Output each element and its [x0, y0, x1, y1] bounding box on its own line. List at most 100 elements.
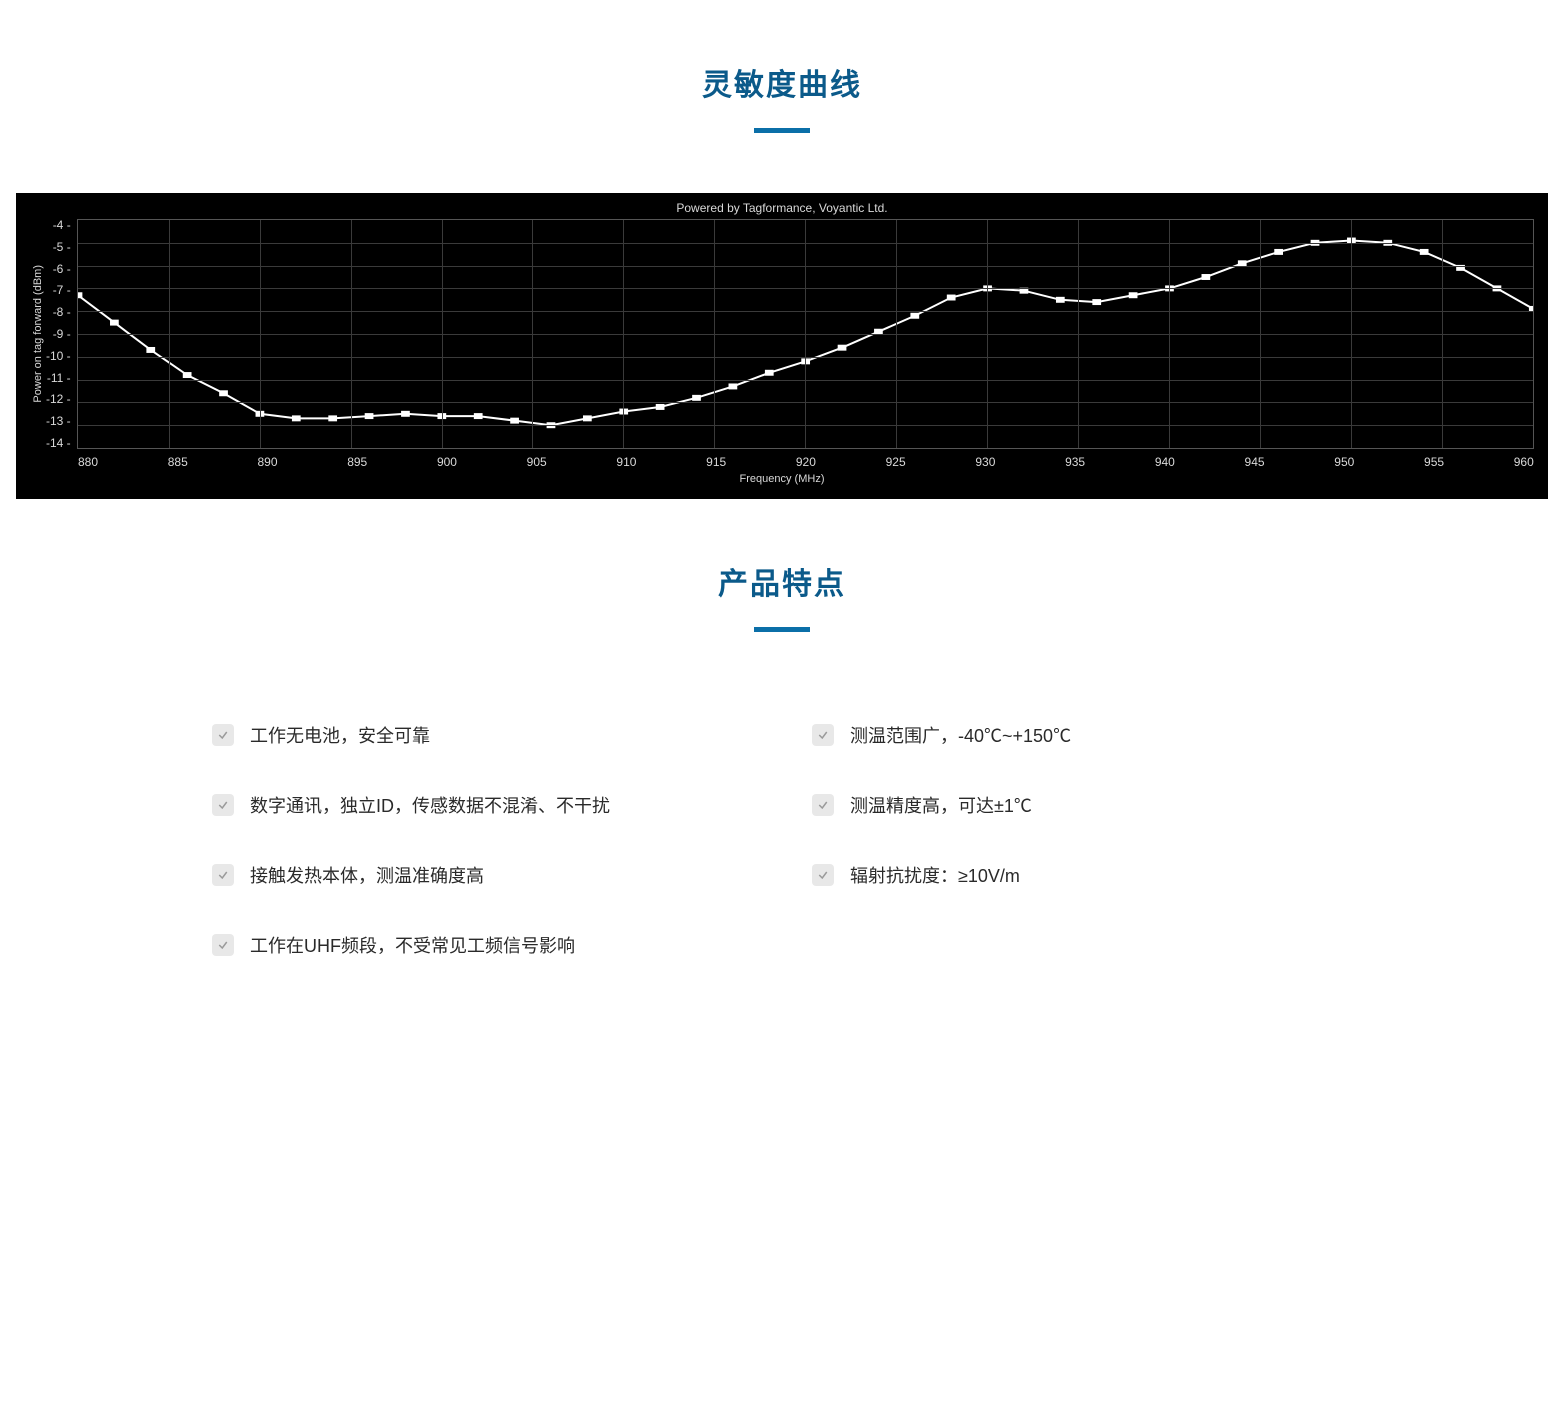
y-tick-label: -6 -: [46, 263, 71, 275]
gridline-horizontal: [78, 380, 1533, 381]
gridline-horizontal: [78, 357, 1533, 358]
y-tick-label: -11 -: [46, 372, 71, 384]
gridline-horizontal: [78, 288, 1533, 289]
data-marker: [837, 345, 846, 351]
check-badge: [212, 794, 234, 816]
y-tick-label: -10 -: [46, 350, 71, 362]
data-marker: [1201, 274, 1210, 280]
x-tick-label: 950: [1334, 455, 1354, 469]
data-marker: [583, 415, 592, 421]
x-tick-label: 920: [796, 455, 816, 469]
check-badge: [212, 934, 234, 956]
data-marker: [474, 413, 483, 419]
check-icon: [817, 729, 829, 741]
check-badge: [812, 794, 834, 816]
x-tick-label: 935: [1065, 455, 1085, 469]
x-tick-label: 930: [975, 455, 995, 469]
feature-item: 辐射抗扰度：≥10V/m: [812, 862, 1352, 888]
data-marker: [292, 415, 301, 421]
chart-panel: Powered by Tagformance, Voyantic Ltd. Po…: [16, 193, 1548, 499]
x-tick-label: 910: [616, 455, 636, 469]
gridline-horizontal: [78, 334, 1533, 335]
data-marker: [219, 390, 228, 396]
data-marker: [1419, 249, 1428, 255]
feature-text: 工作在UHF频段，不受常见工频信号影响: [250, 932, 575, 958]
data-marker: [364, 413, 373, 419]
data-marker: [1128, 292, 1137, 298]
x-tick-label: 880: [78, 455, 98, 469]
feature-text: 测温精度高，可达±1℃: [850, 792, 1032, 818]
feature-text: 接触发热本体，测温准确度高: [250, 862, 484, 888]
y-tick-label: -7 -: [46, 284, 71, 296]
features-grid: 工作无电池，安全可靠数字通讯，独立ID，传感数据不混淆、不干扰接触发热本体，测温…: [212, 722, 1352, 1102]
data-marker: [146, 347, 155, 353]
check-icon: [817, 869, 829, 881]
y-tick-label: -4 -: [46, 219, 71, 231]
check-icon: [217, 729, 229, 741]
x-tick-label: 915: [706, 455, 726, 469]
x-ticks: 8808858908959009059109159209259309359409…: [78, 449, 1534, 469]
x-tick-label: 905: [527, 455, 547, 469]
data-marker: [110, 320, 119, 326]
check-icon: [817, 799, 829, 811]
check-badge: [812, 864, 834, 886]
y-tick-label: -13 -: [46, 415, 71, 427]
data-marker: [728, 383, 737, 389]
x-tick-label: 925: [886, 455, 906, 469]
check-icon: [217, 939, 229, 951]
feature-text: 辐射抗扰度：≥10V/m: [850, 862, 1020, 888]
data-marker: [182, 372, 191, 378]
y-ticks: -4 - -5 - -6 - -7 - -8 - -9 - -10 - -11 - -12 - -…: [46, 219, 77, 449]
chart-caption: Powered by Tagformance, Voyantic Ltd.: [30, 201, 1534, 219]
x-tick-label: 955: [1424, 455, 1444, 469]
data-marker: [510, 418, 519, 424]
feature-item: 工作无电池，安全可靠: [212, 722, 752, 748]
x-tick-label: 940: [1155, 455, 1175, 469]
y-tick-label: -5 -: [46, 241, 71, 253]
feature-text: 测温范围广，-40℃~+150℃: [850, 722, 1071, 748]
gridline-horizontal: [78, 243, 1533, 244]
data-marker: [1274, 249, 1283, 255]
gridline-horizontal: [78, 266, 1533, 267]
plot-row: Power on tag forward (dBm) -4 --5 --6 --…: [30, 219, 1534, 449]
check-badge: [212, 864, 234, 886]
data-marker: [910, 313, 919, 319]
check-badge: [212, 724, 234, 746]
y-tick-label: -12 -: [46, 393, 71, 405]
feature-item: 测温范围广，-40℃~+150℃: [812, 722, 1352, 748]
y-axis-title: Power on tag forward (dBm): [30, 265, 46, 403]
sensitivity-chart-container: Powered by Tagformance, Voyantic Ltd. Po…: [16, 193, 1548, 499]
feature-item: 数字通讯，独立ID，传感数据不混淆、不干扰: [212, 792, 752, 818]
check-icon: [217, 799, 229, 811]
title-underline: [754, 627, 810, 632]
check-icon: [217, 869, 229, 881]
feature-item: 工作在UHF频段，不受常见工频信号影响: [212, 932, 752, 958]
features-col-left: 工作无电池，安全可靠数字通讯，独立ID，传感数据不混淆、不干扰接触发热本体，测温…: [212, 722, 752, 1002]
section-title-curve: 灵敏度曲线: [0, 0, 1564, 133]
data-marker: [765, 370, 774, 376]
y-tick-label: -8 -: [46, 306, 71, 318]
x-tick-label: 945: [1245, 455, 1265, 469]
features-col-right: 测温范围广，-40℃~+150℃ 测温精度高，可达±1℃ 辐射抗扰度：≥10V/m: [812, 722, 1352, 1002]
feature-text: 数字通讯，独立ID，传感数据不混淆、不干扰: [250, 792, 610, 818]
section-title-features: 产品特点: [0, 499, 1564, 632]
gridline-horizontal: [78, 402, 1533, 403]
data-marker: [78, 292, 82, 298]
x-tick-label: 895: [347, 455, 367, 469]
x-axis-title: Frequency (MHz): [30, 469, 1534, 485]
x-tick-label: 960: [1514, 455, 1534, 469]
x-tick-label: 900: [437, 455, 457, 469]
feature-text: 工作无电池，安全可靠: [250, 722, 430, 748]
x-ticks-row: 8808858908959009059109159209259309359409…: [78, 449, 1534, 469]
y-tick-label: -9 -: [46, 328, 71, 340]
feature-item: 接触发热本体，测温准确度高: [212, 862, 752, 888]
check-badge: [812, 724, 834, 746]
data-marker: [1056, 297, 1065, 303]
feature-item: 测温精度高，可达±1℃: [812, 792, 1352, 818]
features-heading: 产品特点: [0, 559, 1564, 603]
curve-heading: 灵敏度曲线: [0, 60, 1564, 104]
title-underline: [754, 128, 810, 133]
data-marker: [401, 411, 410, 417]
data-marker: [655, 404, 664, 410]
data-marker: [328, 415, 337, 421]
